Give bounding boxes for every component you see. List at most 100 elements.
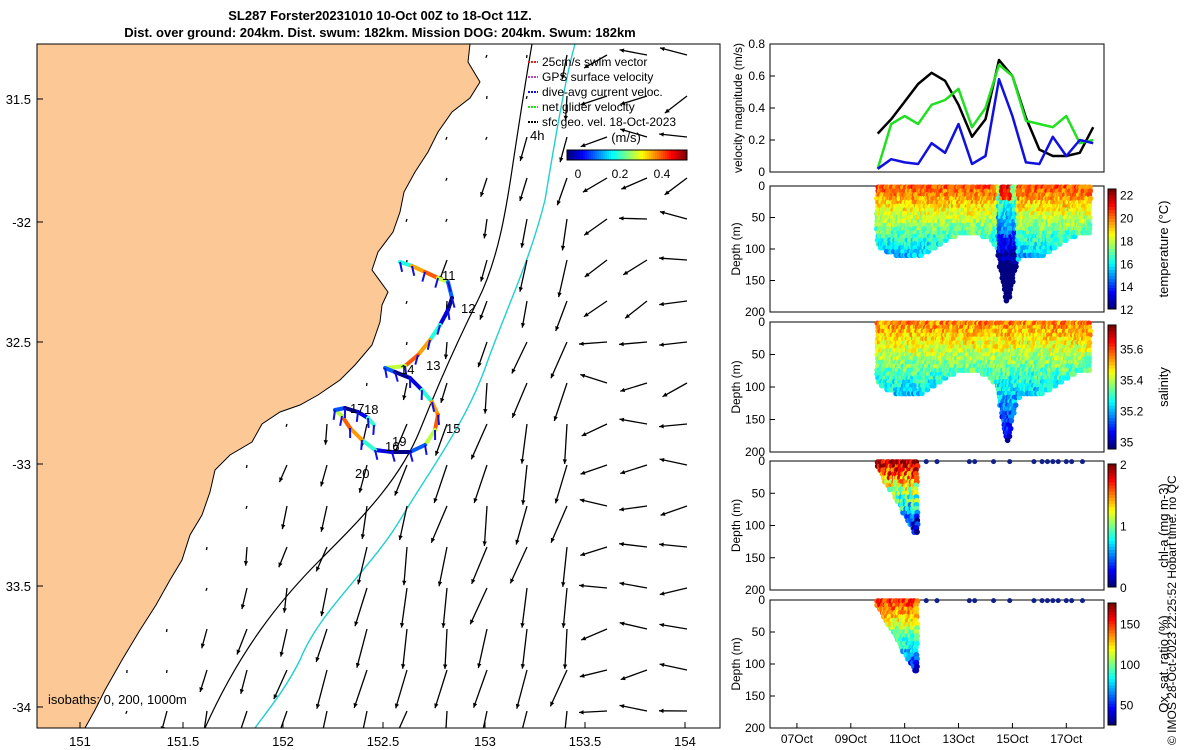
current-vector-shaft: [356, 628, 368, 668]
dive-avg-velocity-arrow: [355, 411, 359, 423]
dive-avg-velocity-arrow: [436, 324, 441, 335]
current-vector-head: [584, 230, 590, 236]
current-vector-head: [561, 582, 566, 587]
heatmap-colorbar-cell: [1108, 279, 1116, 283]
current-vector-shaft: [434, 423, 448, 456]
current-vector-head: [401, 664, 406, 669]
current-vector-head: [435, 450, 440, 456]
current-vector-head: [620, 470, 626, 475]
colorbar-cell: [637, 150, 640, 160]
current-vector-head: [562, 664, 568, 669]
lon-tick-label: 152: [272, 734, 294, 749]
colorbar-cell: [575, 150, 578, 160]
current-vector-shaft: [511, 382, 528, 419]
current-vector-head: [279, 477, 284, 483]
heatmap-colorbar-cell: [1108, 285, 1116, 289]
lat-tick-label: 31.5: [6, 92, 31, 107]
velocity-ylabel: velocity magnitude (m/s): [731, 43, 745, 173]
current-vector-shaft: [619, 49, 648, 56]
profile-data-point: [1012, 402, 1019, 409]
current-vector-head: [581, 636, 587, 641]
current-vector-head: [619, 581, 625, 586]
current-vector-head: [620, 675, 626, 681]
current-vector-head: [518, 286, 524, 292]
colorbar-cell: [591, 150, 594, 160]
current-vector-head: [358, 487, 363, 493]
current-vector-head: [473, 497, 478, 503]
current-vector-head: [320, 481, 325, 487]
current-vector-shaft: [361, 505, 368, 539]
current-vector-shaft: [521, 628, 528, 669]
current-vector-shaft: [619, 341, 648, 346]
current-vector-shaft: [583, 218, 608, 236]
colorbar-cell: [651, 150, 654, 160]
current-vector-head: [282, 608, 287, 613]
current-vector-shaft: [659, 211, 688, 220]
heatmap-colorbar-cell: [1108, 270, 1116, 274]
current-vector-shaft: [405, 218, 408, 223]
colorbar-cell: [585, 150, 588, 160]
legend-label: GPS surface velocity: [542, 70, 653, 84]
current-vector-shaft: [358, 464, 368, 493]
current-vector-head: [659, 622, 665, 628]
current-vector-shaft: [659, 423, 688, 428]
dive-avg-velocity-arrow: [384, 367, 388, 379]
current-vector-shaft: [322, 710, 328, 728]
current-vector-head: [623, 270, 629, 275]
current-vector-shaft: [445, 710, 448, 728]
current-vector-shaft: [485, 136, 488, 140]
current-vector-head: [560, 74, 566, 80]
heatmap-colorbar-cell: [1108, 303, 1116, 307]
heatmap-colorbar-cell: [1108, 213, 1116, 217]
colorbar-cell: [573, 150, 576, 160]
day-label: 13: [426, 358, 440, 373]
current-vector-head: [515, 703, 521, 709]
current-vector-head: [556, 200, 561, 206]
current-vector-shaft: [483, 505, 488, 546]
current-vector-head: [433, 497, 438, 503]
current-vector-shaft: [558, 259, 568, 298]
current-vector-head: [625, 313, 630, 319]
day-label: 17: [350, 401, 364, 416]
current-vector-shaft: [659, 257, 688, 261]
current-vector-shaft: [564, 710, 568, 728]
depth-ytick-label: 150: [745, 413, 765, 427]
current-vector-head: [579, 498, 585, 503]
colorbar-cell: [603, 150, 606, 160]
current-vector-shaft: [433, 464, 448, 504]
current-vector-head: [554, 498, 559, 504]
heatmap-colorbar-cell: [1108, 243, 1116, 247]
current-vector-shaft: [521, 300, 528, 328]
current-vector-head: [557, 292, 562, 298]
current-vector-head: [662, 392, 668, 397]
colorbar-cell: [593, 150, 596, 160]
current-vector-shaft: [580, 546, 608, 557]
glider-track-segment: [398, 260, 414, 268]
current-vector-head: [659, 542, 664, 547]
glider-track-segment: [393, 370, 412, 380]
current-vector-head: [443, 746, 447, 750]
colorbar-cell: [645, 150, 648, 160]
heatmap-colorbar-tick-label: 22: [1120, 189, 1134, 203]
current-vector-head: [482, 541, 487, 546]
heatmap-colorbar-tick-label: 14: [1120, 280, 1134, 294]
dive-avg-velocity-arrow: [372, 424, 375, 436]
colorbar-cell: [643, 150, 646, 160]
heatmap-colorbar-cell: [1108, 216, 1116, 220]
current-vector-shaft: [482, 710, 488, 728]
current-vector-head: [660, 511, 666, 516]
dive-avg-velocity-arrow: [426, 339, 431, 350]
glider-track-segment: [423, 428, 437, 447]
current-vector-shaft: [445, 136, 448, 141]
current-vector-head: [316, 566, 321, 572]
current-vector-head: [480, 276, 485, 282]
current-vector-shaft: [659, 47, 688, 56]
colorbar-cell: [577, 150, 580, 160]
current-vector-head: [520, 622, 525, 628]
current-vector-shaft: [240, 710, 248, 728]
current-vector-shaft: [469, 587, 488, 625]
current-vector-head: [619, 507, 625, 512]
current-vector-head: [580, 551, 586, 557]
heatmap-colorbar-cell: [1108, 291, 1116, 295]
day-label: 19: [392, 434, 406, 449]
